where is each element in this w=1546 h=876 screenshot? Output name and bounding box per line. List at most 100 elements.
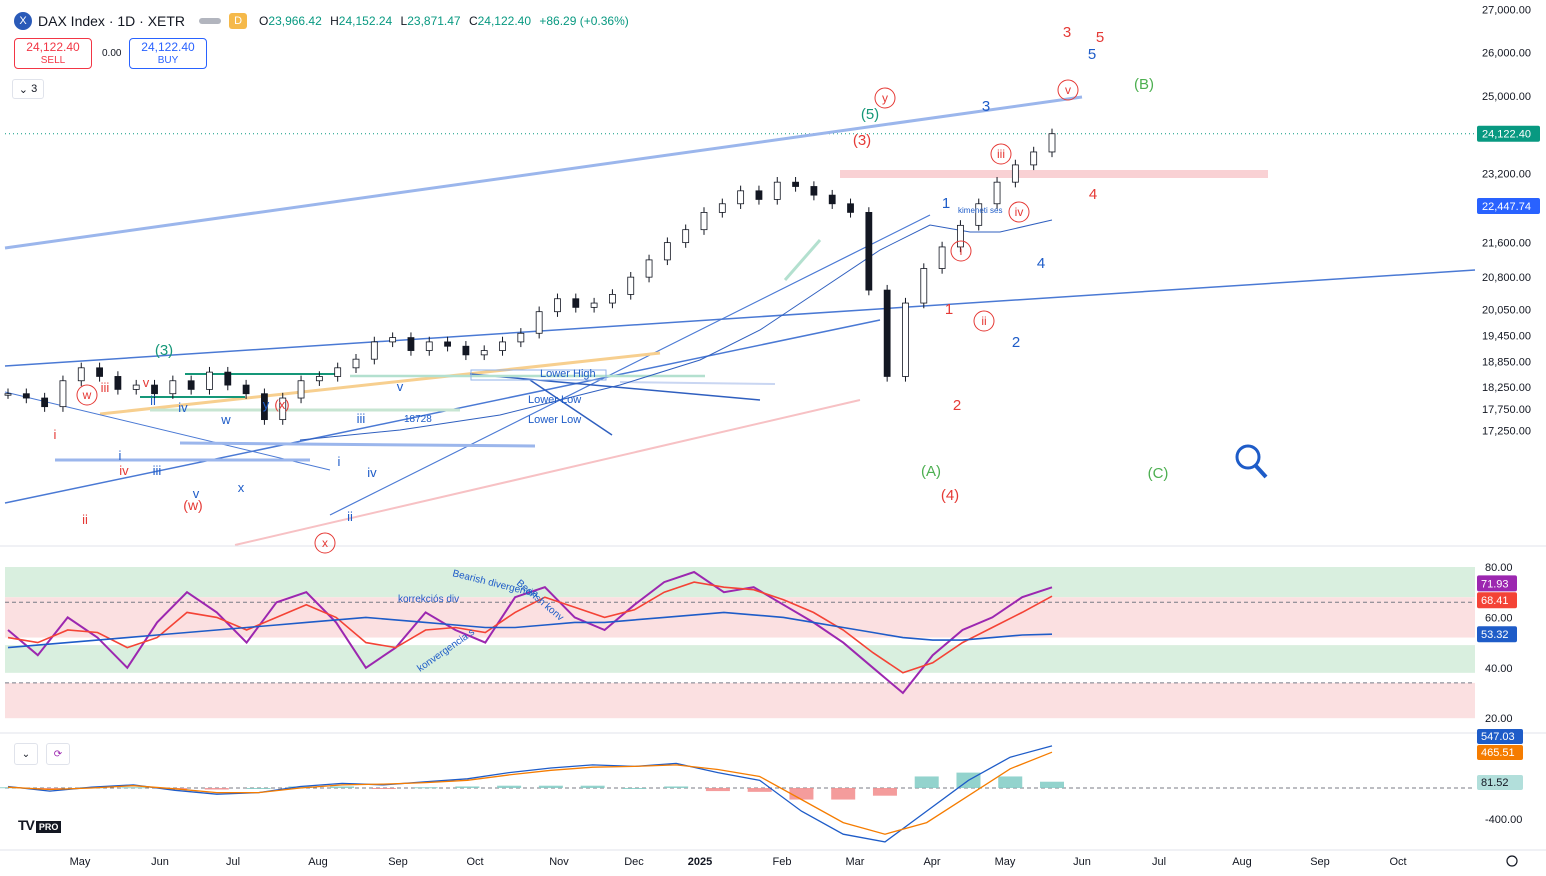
candle-body <box>59 380 67 408</box>
candle-body <box>22 393 30 399</box>
delayed-badge: D <box>229 13 248 29</box>
macd-histogram-bar <box>371 788 396 789</box>
low-value: 23,871.47 <box>407 14 461 28</box>
macd-value-tag <box>1477 745 1523 760</box>
time-tick-label: Dec <box>624 856 644 868</box>
macd-collapse-button[interactable]: ⌄ <box>14 743 38 765</box>
macd-value-tag <box>1477 729 1523 744</box>
candle-body <box>315 376 323 382</box>
price-tick-label: 20,800.00 <box>1482 272 1531 284</box>
candle-body <box>261 393 268 421</box>
macd-series-line <box>7 745 1053 843</box>
wave-label: (w) <box>183 497 202 513</box>
circled-wave-label: ii <box>981 314 986 328</box>
symbol-header: X DAX Index · 1D · XETR D O23,966.42 H24… <box>14 11 629 31</box>
wave-label: y <box>263 397 270 412</box>
wave-label: x <box>238 480 245 495</box>
macd-histogram-bar <box>789 788 814 800</box>
macd-value-text: 547.03 <box>1481 731 1515 743</box>
rsi-series-line <box>7 570 1053 695</box>
circled-wave-label: v <box>1065 83 1071 97</box>
wave-label: (3) <box>853 132 871 149</box>
wave-label: iii <box>357 411 366 426</box>
rsi-series-line <box>7 581 1053 674</box>
price-tick-label: 21,600.00 <box>1482 238 1531 250</box>
rsi-overbought-zone <box>5 567 1475 598</box>
candle-body <box>407 337 415 351</box>
candle-body <box>206 371 213 390</box>
candle-body <box>352 358 360 369</box>
wave-label: ii <box>150 393 156 408</box>
candle-body <box>462 345 470 356</box>
candle-body <box>883 289 891 377</box>
time-tick-label: Feb <box>773 856 792 868</box>
macd-refresh-button[interactable]: ⟳ <box>46 743 70 765</box>
candle-body <box>151 384 158 395</box>
downtrend-line <box>4 391 331 471</box>
circled-wave-label: iii <box>997 147 1005 161</box>
wave-label: 1 <box>945 301 953 318</box>
circled-wave-marker <box>973 310 995 332</box>
time-tick-label: 2025 <box>688 856 712 868</box>
blue-band-line <box>179 441 536 448</box>
sell-button[interactable]: 24,122.40 SELL <box>14 38 92 69</box>
candle-body <box>4 393 12 396</box>
macd-pane[interactable] <box>0 745 1475 843</box>
rsi-value-tag <box>1477 626 1517 643</box>
candle-body <box>902 302 909 377</box>
macd-histogram-bar <box>1040 781 1064 788</box>
wave-label: ii <box>82 512 88 527</box>
time-tick-label: Apr <box>923 856 940 868</box>
light-band-line <box>619 381 776 385</box>
circled-wave-marker <box>314 532 336 554</box>
zoom-search-icon-handle <box>1254 464 1268 479</box>
candle-body <box>755 190 763 200</box>
chevron-down-icon: ⌄ <box>18 83 32 96</box>
wave-label: iii <box>153 463 162 478</box>
wave-label: v <box>143 375 150 390</box>
wave-label: 1 <box>942 195 950 212</box>
candle-body <box>554 298 561 313</box>
circled-wave-marker <box>76 384 98 406</box>
price-pane[interactable] <box>4 95 1476 546</box>
time-tick-label: Sep <box>388 856 408 868</box>
candle-body <box>444 341 451 347</box>
candle-body <box>737 190 745 205</box>
price-tick-label: 18,850.00 <box>1482 356 1531 368</box>
indicators-toggle-button[interactable]: ⌄ 3 <box>12 79 44 99</box>
last-price-text: 24,122.40 <box>1482 129 1531 141</box>
symbol-title[interactable]: DAX Index · 1D · XETR <box>38 13 186 29</box>
candle-body <box>957 224 964 248</box>
candle-body <box>535 311 543 334</box>
candle-body <box>1048 133 1056 153</box>
time-tick-label: Oct <box>466 856 483 868</box>
wave-label: v <box>397 379 404 394</box>
candle-body <box>389 337 397 343</box>
circled-wave-label: x <box>322 536 328 550</box>
macd-histogram-bar <box>413 787 438 789</box>
macd-histogram-bar <box>121 787 146 789</box>
macd-histogram-bar <box>288 786 313 788</box>
blue-diagonal-line <box>529 379 613 436</box>
rsi-tick-label: 20.00 <box>1485 713 1513 725</box>
rsi-upper-zone <box>5 597 1475 638</box>
time-tick-label: Jul <box>1152 856 1166 868</box>
wave-label: (x) <box>274 397 289 412</box>
price-tick-label: 23,200.00 <box>1482 169 1531 181</box>
candle-body <box>370 341 378 360</box>
macd-histogram-bar <box>455 786 480 788</box>
rsi-series-line <box>7 611 1053 649</box>
rsi-pane[interactable] <box>5 567 1475 719</box>
macd-histogram-bar <box>747 788 772 792</box>
rsi-value-text: 53.32 <box>1481 629 1509 641</box>
time-tick-label: Nov <box>549 856 569 868</box>
buy-button[interactable]: 24,122.40 BUY <box>129 38 207 69</box>
macd-histogram-bar <box>204 788 229 790</box>
ma-price-tag <box>1477 198 1540 215</box>
candle-body <box>1011 164 1019 183</box>
spread-value: 0.00 <box>102 48 122 59</box>
candle-body <box>334 367 342 377</box>
macd-histogram-bar <box>622 788 647 789</box>
candle-body <box>590 302 598 308</box>
